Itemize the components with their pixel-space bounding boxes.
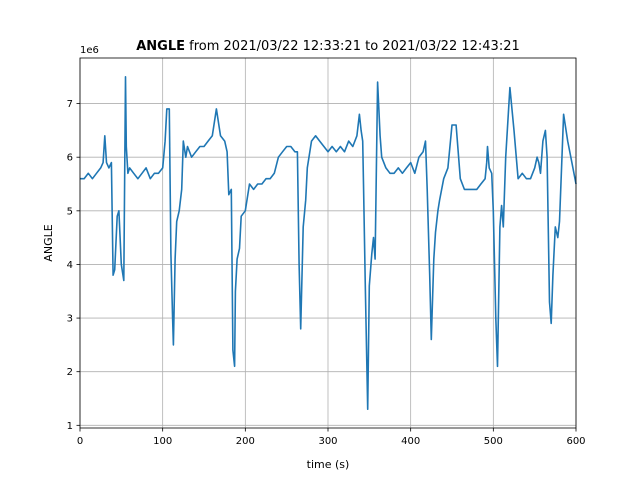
angle-series-line [80, 76, 577, 411]
x-axis-ticks: 0 100 200 300 400 500 600 [77, 428, 586, 447]
y-tick-label: 1 [67, 421, 73, 432]
x-tick-label: 400 [401, 436, 420, 447]
y-offset-label: 1e6 [80, 45, 99, 56]
chart-title: ANGLE from 2021/03/22 12:33:21 to 2021/0… [136, 39, 520, 54]
x-tick-label: 300 [318, 436, 337, 447]
y-tick-label: 2 [67, 367, 73, 378]
y-tick-label: 6 [67, 153, 73, 164]
chart-title-bold: ANGLE [136, 39, 185, 54]
x-tick-label: 200 [236, 436, 255, 447]
x-axis-label: time (s) [307, 458, 350, 471]
x-tick-label: 500 [484, 436, 503, 447]
x-tick-label: 100 [153, 436, 172, 447]
y-axis-ticks: 1 2 3 4 5 6 7 [67, 99, 80, 432]
chart-title-rest: from 2021/03/22 12:33:21 to 2021/03/22 1… [185, 39, 520, 54]
y-tick-label: 4 [67, 260, 73, 271]
y-tick-label: 5 [67, 206, 73, 217]
y-tick-label: 3 [67, 314, 73, 325]
y-axis-label: ANGLE [42, 224, 55, 261]
series-layer [80, 76, 577, 411]
x-tick-label: 600 [566, 436, 585, 447]
x-tick-label: 0 [77, 436, 83, 447]
y-tick-label: 7 [67, 99, 73, 110]
